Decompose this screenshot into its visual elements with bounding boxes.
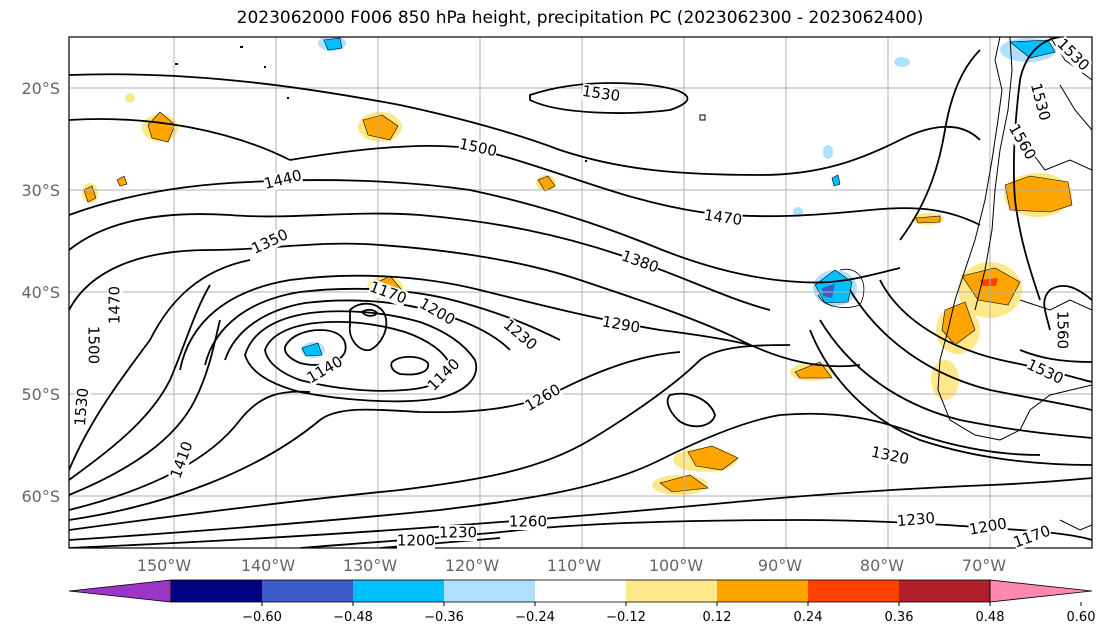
colorbar: −0.60 −0.48 −0.36 −0.24 −0.12 0.12 0.24 0.36 0.4…	[68, 579, 1096, 625]
contour-label: 1230	[439, 524, 477, 542]
lon-label: 120°W	[445, 556, 500, 575]
colorbar-segment	[717, 580, 809, 602]
lat-label: 20°S	[21, 79, 60, 98]
lat-label: 30°S	[21, 181, 60, 200]
contour-label: 1470	[703, 206, 743, 229]
colorbar-tick-label: −0.60	[242, 610, 282, 625]
contour-label: 1530	[581, 82, 621, 105]
lat-label: 40°S	[21, 283, 60, 302]
colorbar-tick-label: −0.48	[333, 610, 373, 625]
colorbar-extend-high	[989, 579, 1093, 603]
contour-label-bg	[424, 355, 464, 395]
contour-label-bg	[1024, 356, 1066, 388]
colorbar-extend-low	[68, 579, 172, 603]
contour-label: 1560	[1054, 311, 1072, 349]
colorbar-segment	[626, 580, 718, 602]
longitude-labels: 150°W 140°W 130°W 120°W 110°W 100°W 90°W…	[137, 556, 1006, 575]
contour-label: 1200	[397, 532, 435, 550]
latitude-labels: 20°S 30°S 40°S 50°S 60°S	[21, 79, 60, 506]
colorbar-tick-label: −0.12	[606, 610, 646, 625]
contour-label: 1470	[106, 286, 124, 324]
map-title: 2023062000 F006 850 hPa height, precipit…	[236, 8, 924, 28]
contour-label-bg	[581, 83, 621, 105]
contour-label: 1500	[85, 326, 103, 364]
contour-label-bg	[619, 247, 661, 277]
colorbar-segment	[171, 580, 263, 602]
lon-label: 70°W	[962, 556, 1006, 575]
graticule	[69, 37, 1092, 548]
lon-label: 150°W	[137, 556, 192, 575]
lon-label: 80°W	[860, 556, 904, 575]
colorbar-segment	[535, 580, 627, 602]
colorbar-segment	[262, 580, 354, 602]
colorbar-outline	[170, 579, 991, 603]
colorbar-tick-label: 0.12	[703, 610, 732, 625]
contour-label-bg	[1005, 121, 1039, 163]
colorbar-segment	[808, 580, 900, 602]
contour-label-bg	[262, 167, 304, 193]
contour-label-bg	[107, 286, 123, 324]
contour-label-bg	[457, 136, 499, 160]
contour-label-bg	[85, 326, 101, 364]
contour-label-bg	[1027, 81, 1053, 123]
contour-label-bg	[1054, 311, 1070, 349]
coastline	[937, 37, 1092, 531]
colorbar-segment	[899, 580, 991, 602]
colorbar-tick-label: 0.60	[1067, 610, 1096, 625]
lat-label: 60°S	[21, 487, 60, 506]
contour-label-bg	[167, 439, 197, 481]
contour-label-bg	[703, 207, 743, 229]
contour-label-bg	[600, 313, 642, 337]
colorbar-segment	[353, 580, 445, 602]
contour-label-bg	[249, 226, 291, 258]
contour-label-bg	[1053, 35, 1093, 75]
contour-label-bg	[967, 515, 1009, 539]
colorbar-tick-label: −0.36	[424, 610, 464, 625]
map-frame	[68, 36, 1093, 549]
contour-label: 1260	[509, 513, 547, 531]
contour-label: 1530	[71, 387, 92, 427]
islands	[175, 46, 706, 162]
lon-label: 130°W	[343, 556, 398, 575]
contour-label-bg	[1011, 522, 1053, 552]
colorbar-tick-label: 0.48	[976, 610, 1005, 625]
contour-label-bg	[397, 533, 435, 549]
contour-label-bg	[367, 278, 409, 308]
lon-label: 140°W	[241, 556, 296, 575]
contour-label-bg	[509, 514, 547, 530]
contour-label-bg	[72, 387, 92, 427]
lat-label: 50°S	[21, 385, 60, 404]
contour-label-bg	[304, 353, 346, 387]
colorbar-segment	[444, 580, 536, 602]
colorbar-tick-label: 0.24	[794, 610, 823, 625]
colorbar-tick-label: −0.24	[515, 610, 555, 625]
colorbar-tick-label: 0.36	[885, 610, 914, 625]
contour-label-bg	[416, 295, 458, 329]
contour-label-bg	[896, 510, 936, 530]
contour-label-bg	[500, 316, 540, 354]
contour-label-bg	[439, 525, 477, 541]
contour-label-bg	[869, 444, 911, 468]
lon-label: 90°W	[758, 556, 802, 575]
contour-label-bg	[522, 381, 564, 415]
lon-label: 110°W	[547, 556, 602, 575]
height-contours	[69, 37, 1092, 548]
lon-label: 100°W	[649, 556, 704, 575]
contour-label: 1230	[896, 509, 936, 530]
